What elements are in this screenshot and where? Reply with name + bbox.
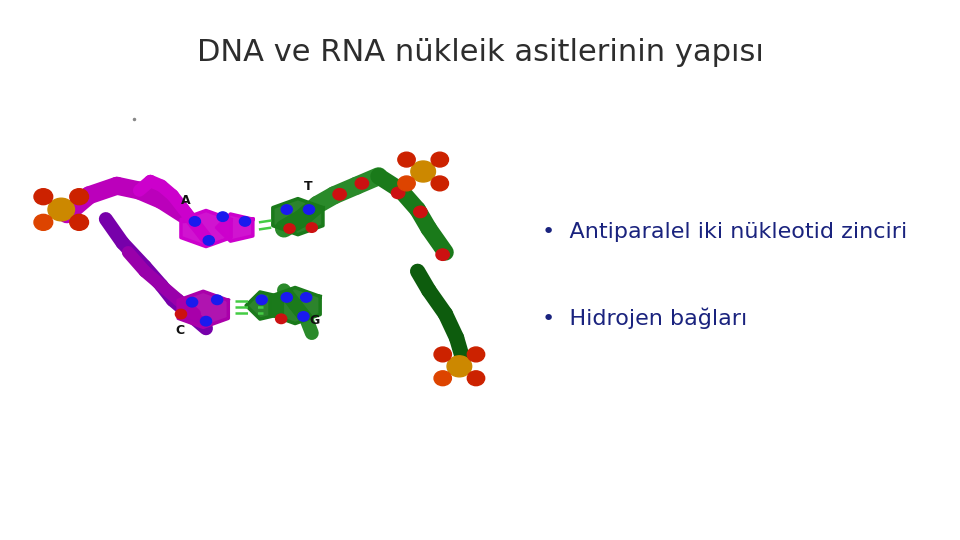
Circle shape: [411, 161, 436, 182]
Circle shape: [70, 214, 88, 231]
Circle shape: [306, 223, 318, 232]
Circle shape: [434, 371, 451, 386]
Text: G: G: [309, 314, 320, 327]
Circle shape: [34, 214, 53, 231]
Circle shape: [431, 152, 448, 167]
Circle shape: [48, 198, 75, 221]
Text: C: C: [176, 324, 184, 337]
Circle shape: [300, 293, 312, 302]
Text: A: A: [180, 194, 191, 207]
Circle shape: [211, 295, 223, 305]
Circle shape: [414, 206, 427, 218]
Text: T: T: [303, 180, 312, 193]
Circle shape: [355, 178, 369, 189]
Circle shape: [276, 314, 287, 323]
Circle shape: [298, 312, 309, 321]
Circle shape: [239, 217, 251, 226]
Circle shape: [281, 293, 292, 302]
Circle shape: [397, 176, 416, 191]
Circle shape: [284, 224, 295, 233]
Circle shape: [201, 316, 211, 326]
Circle shape: [468, 347, 485, 362]
Circle shape: [397, 152, 416, 167]
Circle shape: [434, 347, 451, 362]
Circle shape: [333, 188, 347, 200]
Circle shape: [447, 356, 471, 377]
Circle shape: [176, 309, 186, 319]
Polygon shape: [246, 292, 282, 319]
Polygon shape: [179, 291, 228, 327]
Circle shape: [281, 205, 292, 214]
Text: DNA ve RNA nükleik asitlerinin yapısı: DNA ve RNA nükleik asitlerinin yapısı: [197, 38, 763, 67]
Circle shape: [217, 212, 228, 221]
Polygon shape: [180, 211, 231, 247]
Circle shape: [468, 371, 485, 386]
Circle shape: [431, 176, 448, 191]
Circle shape: [70, 188, 88, 205]
Circle shape: [186, 298, 198, 307]
Circle shape: [256, 295, 267, 305]
Circle shape: [204, 235, 214, 245]
Text: •  Hidrojen bağları: • Hidrojen bağları: [542, 308, 748, 329]
Polygon shape: [270, 287, 321, 323]
Circle shape: [436, 249, 449, 260]
Circle shape: [34, 188, 53, 205]
Circle shape: [189, 217, 201, 226]
Polygon shape: [217, 214, 252, 241]
Circle shape: [392, 187, 405, 199]
Text: •  Antiparalel iki nükleotid zinciri: • Antiparalel iki nükleotid zinciri: [542, 222, 907, 242]
Circle shape: [303, 205, 315, 214]
Polygon shape: [273, 199, 323, 235]
